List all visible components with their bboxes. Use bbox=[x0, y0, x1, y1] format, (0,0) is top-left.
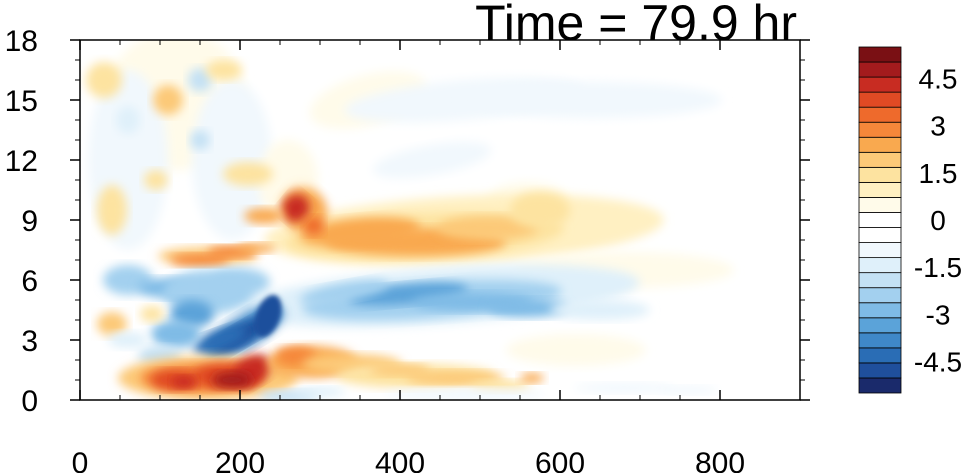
negative-anomaly bbox=[192, 80, 272, 240]
colorbar-label: 0 bbox=[930, 205, 946, 236]
positive-anomaly bbox=[300, 217, 420, 247]
colorbar-box bbox=[858, 151, 902, 168]
colorbar-box bbox=[858, 136, 902, 153]
colorbar-box bbox=[858, 197, 902, 213]
colorbar-box bbox=[858, 227, 902, 243]
negative-anomaly bbox=[462, 82, 722, 118]
colorbar-box bbox=[858, 362, 902, 379]
x-tick-label: 400 bbox=[375, 447, 425, 473]
positive-anomaly bbox=[97, 185, 127, 235]
negative-anomaly bbox=[295, 387, 345, 397]
negative-anomaly bbox=[210, 268, 270, 296]
colorbar-label: -1.5 bbox=[914, 252, 962, 283]
negative-anomaly bbox=[108, 332, 148, 348]
colorbar-box bbox=[858, 46, 902, 63]
positive-anomaly bbox=[144, 170, 168, 190]
positive-anomaly bbox=[370, 364, 430, 376]
positive-anomaly bbox=[170, 254, 230, 266]
y-tick-label: 12 bbox=[5, 145, 38, 178]
x-tick-label: 800 bbox=[695, 447, 745, 473]
positive-anomaly bbox=[236, 243, 276, 253]
axes: 0 200 400 600 800 0 3 6 9 12 15 18 bbox=[5, 25, 810, 473]
negative-anomaly bbox=[151, 320, 201, 348]
positive-anomaly bbox=[244, 208, 284, 224]
positive-anomaly bbox=[303, 217, 324, 235]
positive-anomaly bbox=[282, 194, 310, 222]
negative-anomaly bbox=[574, 383, 674, 393]
colorbar-box bbox=[858, 61, 902, 78]
colorbar-box bbox=[858, 76, 902, 93]
positive-anomaly bbox=[97, 312, 127, 336]
negative-anomaly bbox=[372, 141, 492, 179]
positive-anomaly bbox=[86, 62, 122, 98]
negative-anomaly bbox=[190, 130, 210, 150]
negative-anomaly bbox=[116, 106, 140, 134]
positive-anomaly bbox=[140, 306, 164, 322]
negative-anomaly bbox=[254, 294, 282, 338]
chart-title: Time = 79.9 hr bbox=[475, 0, 797, 51]
positive-anomaly bbox=[212, 372, 252, 388]
y-tick-label: 3 bbox=[21, 325, 38, 358]
x-tick-label: 0 bbox=[72, 447, 89, 473]
negative-anomaly bbox=[488, 299, 568, 317]
colorbar-box bbox=[858, 121, 902, 138]
positive-anomaly bbox=[153, 85, 183, 115]
negative-anomaly bbox=[658, 386, 718, 394]
colorbar-label: 4.5 bbox=[919, 63, 958, 94]
colorbar-box bbox=[858, 272, 902, 289]
colorbar-label: -4.5 bbox=[914, 347, 962, 378]
negative-anomaly bbox=[299, 280, 389, 304]
colorbar-label: 3 bbox=[930, 111, 946, 142]
colorbar-box bbox=[858, 166, 902, 183]
negative-anomaly bbox=[188, 68, 212, 92]
positive-anomaly bbox=[520, 373, 544, 383]
y-tick-label: 9 bbox=[21, 205, 38, 238]
colorbar-label: -3 bbox=[926, 299, 951, 330]
positive-anomaly bbox=[172, 376, 196, 388]
colorbar-box bbox=[858, 377, 902, 394]
positive-anomaly bbox=[223, 162, 273, 186]
y-tick-label: 6 bbox=[21, 265, 38, 298]
colorbar-box bbox=[858, 317, 902, 334]
y-tick-label: 18 bbox=[5, 25, 38, 58]
x-tick-label: 600 bbox=[535, 447, 585, 473]
negative-anomaly bbox=[550, 300, 650, 320]
negative-anomaly bbox=[384, 388, 544, 400]
positive-anomaly bbox=[510, 192, 570, 228]
x-tick-label: 200 bbox=[215, 447, 265, 473]
positive-anomaly bbox=[206, 60, 242, 80]
colorbar-box bbox=[858, 242, 902, 259]
colorbar-box bbox=[858, 287, 902, 304]
colorbar-box bbox=[858, 91, 902, 108]
y-tick-label: 0 bbox=[21, 385, 38, 418]
y-tick-label: 15 bbox=[5, 85, 38, 118]
colorbar-box bbox=[858, 347, 902, 364]
colorbar-box bbox=[858, 302, 902, 319]
positive-anomaly bbox=[506, 334, 646, 366]
negative-anomaly bbox=[193, 326, 247, 354]
colorbar-box bbox=[858, 106, 902, 123]
contour-field bbox=[86, 40, 734, 400]
positive-anomaly bbox=[438, 216, 538, 240]
colorbar-box bbox=[858, 212, 902, 228]
colorbar-box bbox=[858, 257, 902, 274]
colorbar-box bbox=[858, 181, 902, 198]
colorbar: 4.5 3 1.5 0 -1.5 -3 -4.5 bbox=[858, 46, 962, 394]
colorbar-box bbox=[858, 332, 902, 349]
colorbar-label: 1.5 bbox=[919, 158, 958, 189]
